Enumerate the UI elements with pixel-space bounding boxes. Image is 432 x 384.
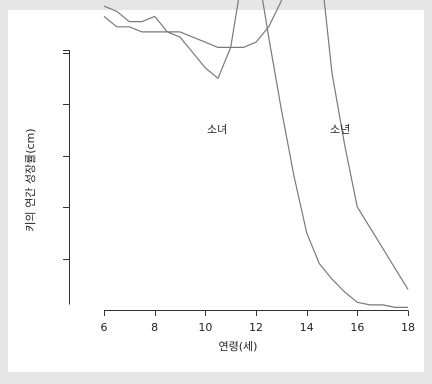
y-ticks: [63, 50, 70, 260]
series-label-girls: 소녀: [207, 123, 227, 136]
x-tick-label-18: 18: [401, 321, 415, 334]
x-tick-label-12: 12: [249, 321, 263, 334]
series-label-boys: 소년: [330, 123, 350, 136]
x-tick-label-10: 10: [198, 321, 212, 334]
x-axis-title: 연령(세): [219, 340, 258, 353]
x-tick-label-6: 6: [101, 321, 108, 334]
series-line-girls: [103, 0, 408, 308]
series-line-boys: [103, 0, 409, 290]
x-tick-label-14: 14: [300, 321, 314, 334]
x-ticks: [104, 310, 409, 316]
series-lines: [103, 0, 409, 308]
chart-panel: [8, 10, 424, 372]
y-axis-title: 키의 연간 성장률(cm): [24, 128, 37, 231]
x-tick-labels: 6 8 10 12 14 16 18: [101, 321, 416, 334]
x-tick-label-8: 8: [151, 321, 158, 334]
x-tick-label-16: 16: [350, 321, 364, 334]
